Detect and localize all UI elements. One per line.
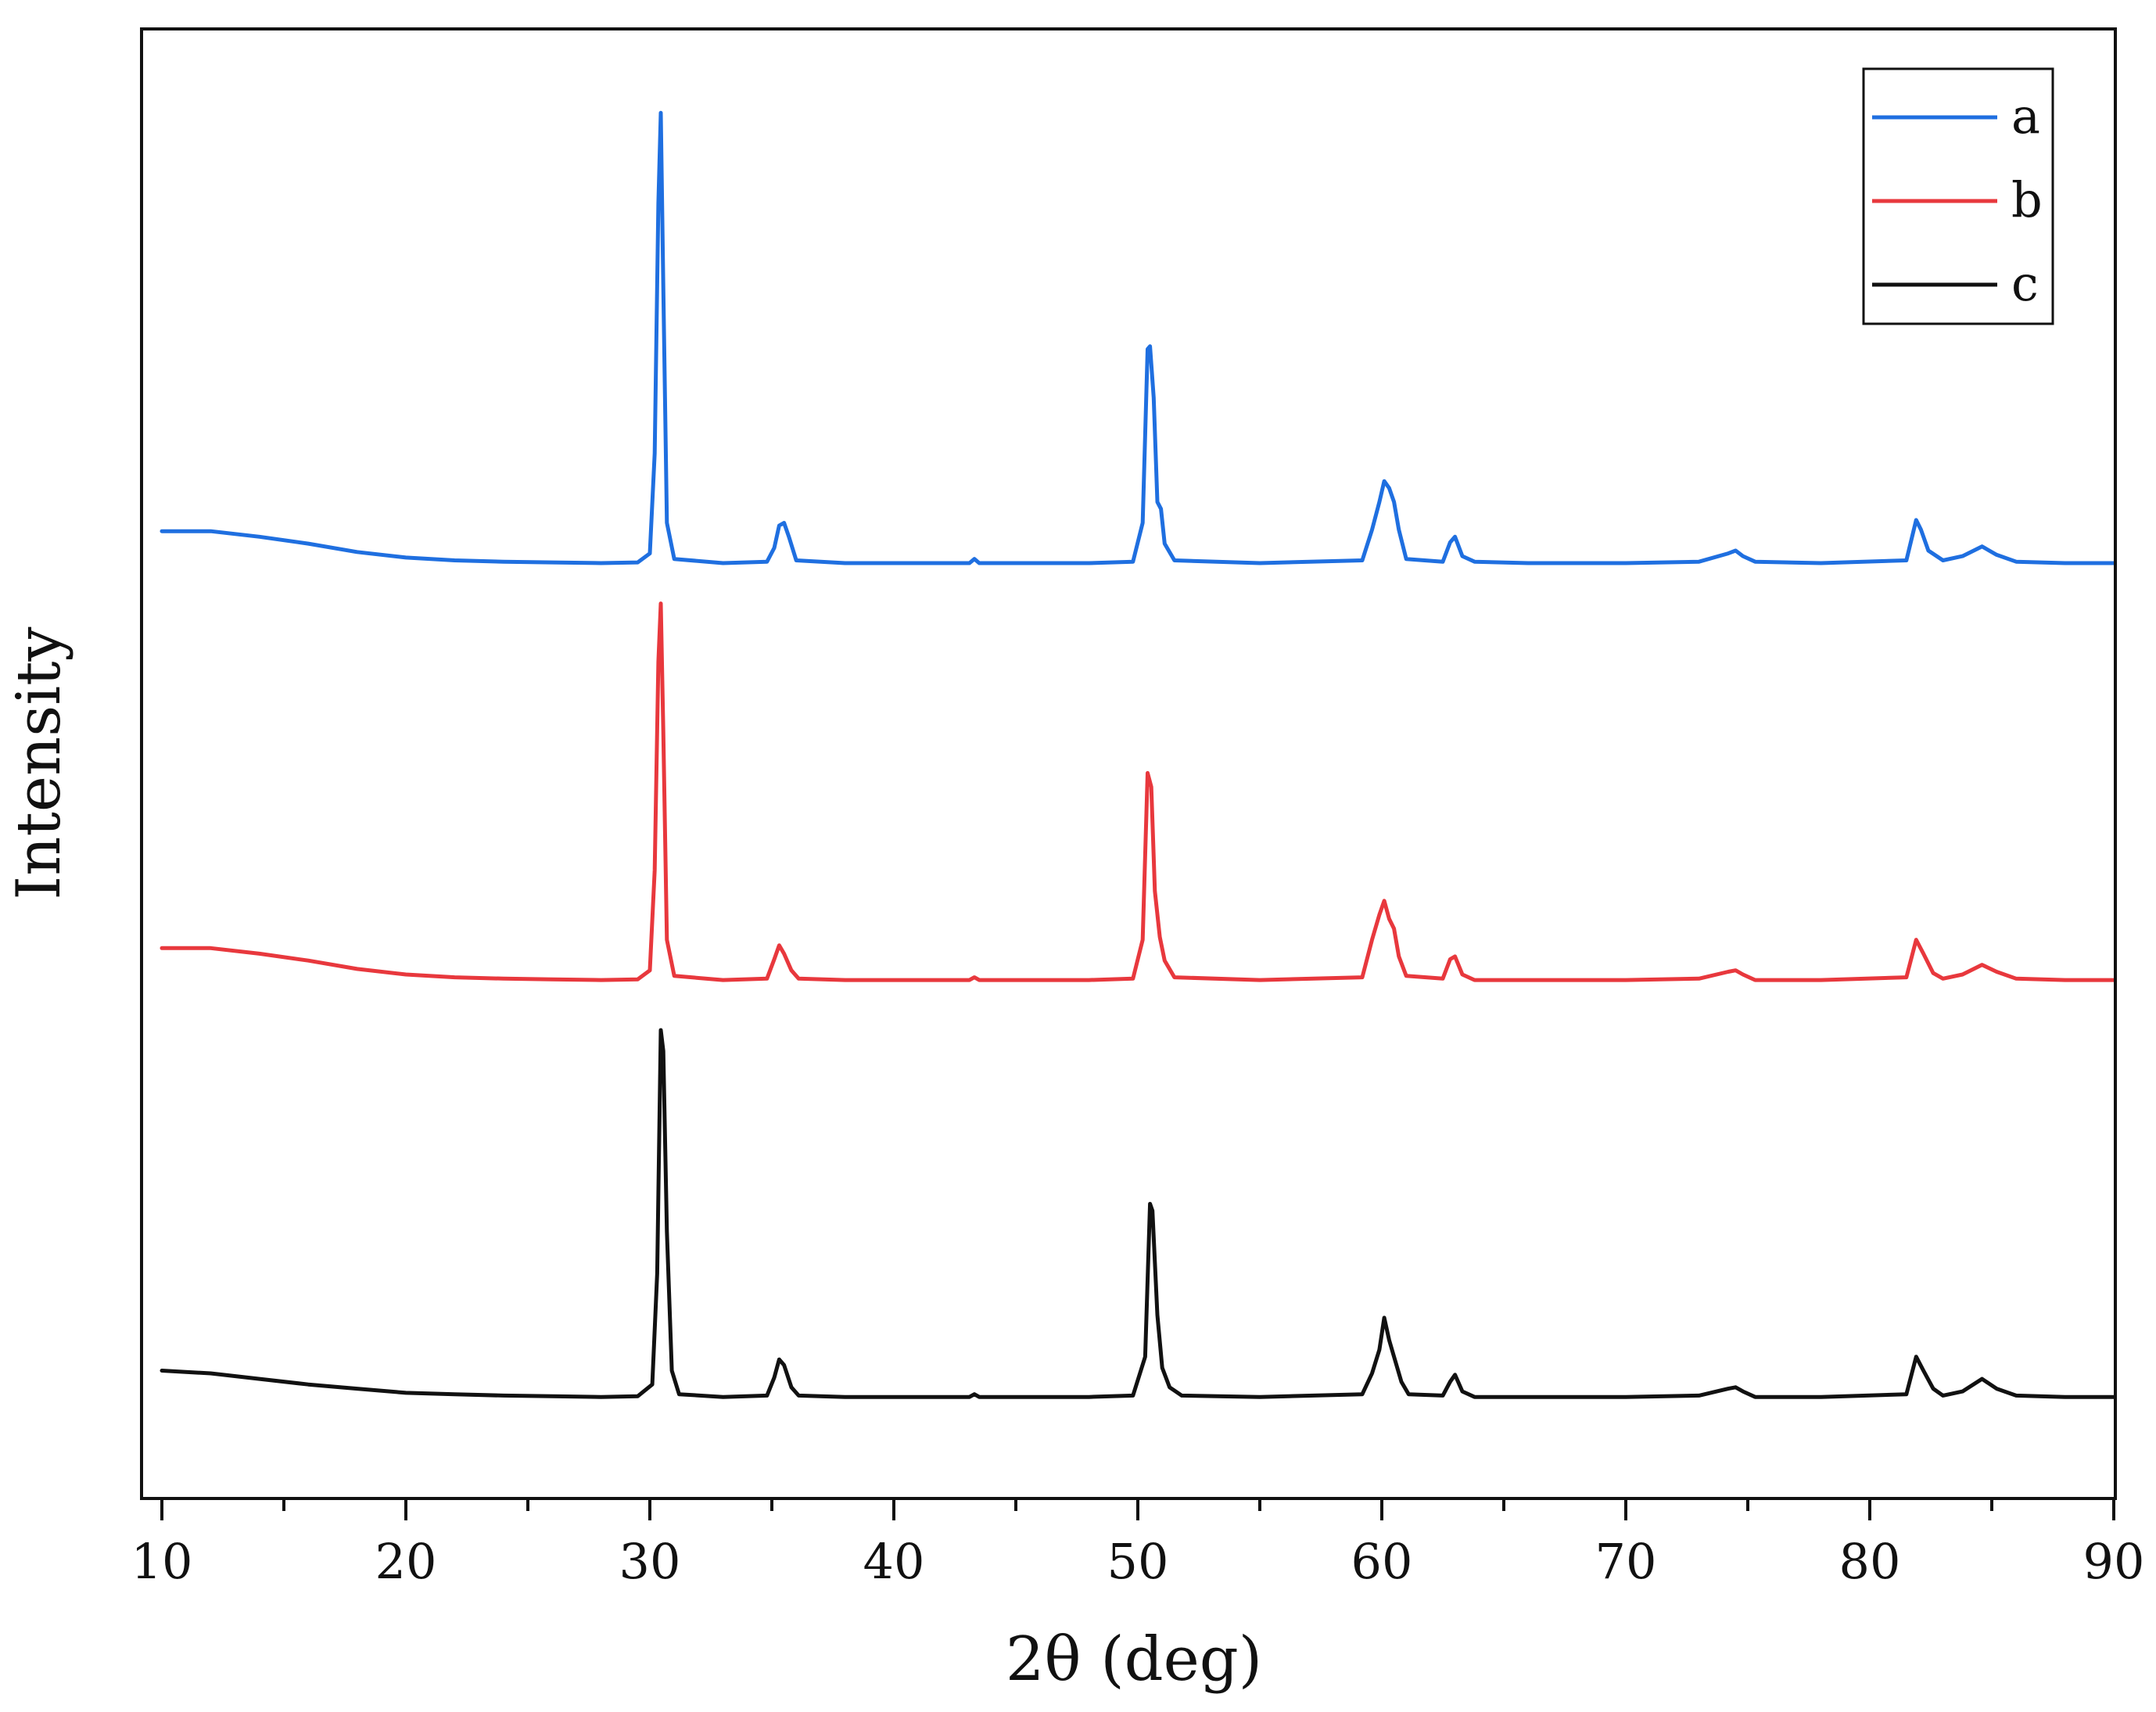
series-line-a xyxy=(160,110,2116,565)
x-axis-ticks: 10 20 30 40 50 60 70 80 90 xyxy=(131,1498,2145,1590)
x-axis-title: 2θ (deg) xyxy=(1006,1624,1262,1695)
series-line-b xyxy=(160,601,2116,982)
x-tick-label: 40 xyxy=(863,1533,925,1590)
x-tick-label: 80 xyxy=(1839,1533,1901,1590)
series-line-c xyxy=(160,1028,2116,1399)
x-tick-label: 50 xyxy=(1107,1533,1169,1590)
plot-frame xyxy=(140,27,2117,1500)
x-tick-label: 70 xyxy=(1595,1533,1657,1590)
x-tick-label: 30 xyxy=(619,1533,681,1590)
series-layer xyxy=(160,110,2116,1399)
legend-box xyxy=(1862,67,2054,325)
legend: abc xyxy=(1862,67,2054,325)
y-axis-title: Intensity xyxy=(4,626,74,899)
x-tick-label: 20 xyxy=(375,1533,437,1590)
x-tick-label: 90 xyxy=(2083,1533,2145,1590)
x-tick-label: 60 xyxy=(1351,1533,1413,1590)
legend-label-c: c xyxy=(2011,255,2039,312)
legend-label-a: a xyxy=(2011,88,2040,145)
x-tick-label: 10 xyxy=(131,1533,193,1590)
legend-label-b: b xyxy=(2011,171,2043,228)
